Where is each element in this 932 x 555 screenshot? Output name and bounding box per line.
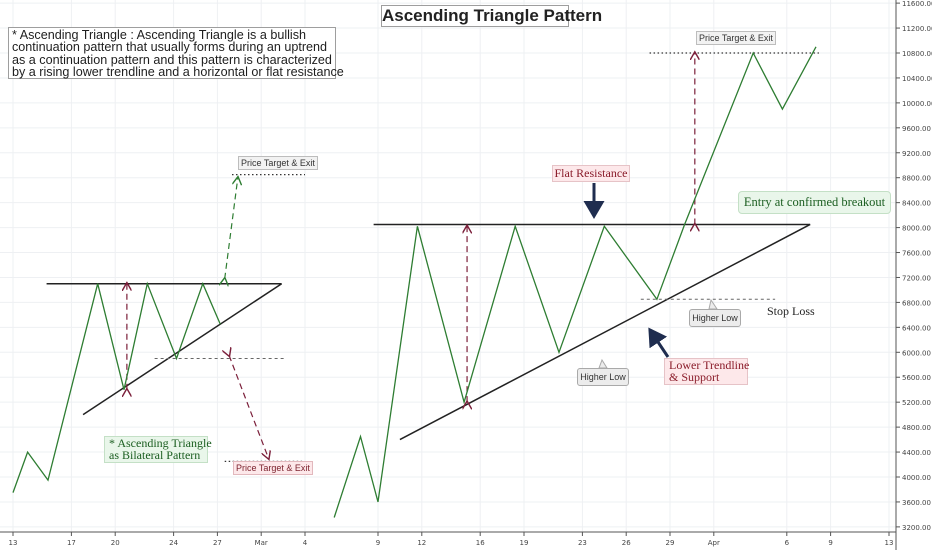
description-line: by a rising lower trendline and a horizo… [12, 65, 344, 80]
y-tick-label: 7200.00 [902, 274, 931, 282]
y-tick-label: 10000.00 [902, 100, 932, 108]
trendline-support-left [82, 283, 283, 416]
lower-trendline-label: Lower Trendline & Support [664, 358, 750, 385]
x-tick-label: 17 [67, 539, 76, 547]
x-tick-label: 9 [828, 539, 832, 547]
y-tick-label: 6000.00 [902, 349, 931, 357]
y-tick-label: 9600.00 [902, 125, 931, 133]
callout-tail [708, 298, 718, 310]
chart-title: Ascending Triangle Pattern [381, 5, 603, 27]
x-tick-label: 26 [622, 539, 631, 547]
y-tick-label: 9200.00 [902, 150, 931, 158]
lower-trendline-line: & Support [669, 369, 720, 384]
y-tick-label: 8000.00 [902, 225, 931, 233]
measure-arrow [229, 355, 268, 458]
y-tick-label: 8400.00 [902, 200, 931, 208]
y-tick-label: 7600.00 [902, 250, 931, 258]
description-box: * Ascending Triangle : Ascending Triangl… [8, 27, 344, 80]
x-tick-label: 13 [885, 539, 894, 547]
x-tick-label: 6 [785, 539, 790, 547]
price-series-line [333, 46, 817, 518]
bilateral-pattern-label: * Ascending Triangle as Bilateral Patter… [104, 436, 212, 463]
price-target-label-right: Price Target & Exit [696, 31, 776, 45]
price-series-line [12, 281, 221, 493]
higher-low-callout: Higher Low [577, 368, 629, 386]
x-tick-label: 13 [9, 539, 18, 547]
x-tick-label: 4 [303, 539, 308, 547]
x-tick-label: 19 [520, 539, 529, 547]
y-tick-label: 3200.00 [902, 524, 931, 532]
price-target-label-left-down: Price Target & Exit [233, 461, 313, 475]
y-tick-label: 5600.00 [902, 374, 931, 382]
bilateral-line: * Ascending Triangle [109, 436, 212, 450]
callout-tail [598, 358, 608, 369]
y-tick-label: 5200.00 [902, 399, 931, 407]
y-tick-label: 4000.00 [902, 474, 931, 482]
x-tick-label: 20 [111, 539, 120, 547]
y-tick-label: 10800.00 [902, 50, 932, 58]
trendline-support-right [399, 223, 811, 441]
y-tick-label: 6400.00 [902, 324, 931, 332]
y-tick-label: 10400.00 [902, 75, 932, 83]
entry-label: Entry at confirmed breakout [738, 191, 891, 214]
y-tick-label: 3600.00 [902, 499, 931, 507]
x-tick-label: 24 [169, 539, 178, 547]
description-line: continuation pattern that usually forms … [12, 40, 328, 55]
stop-loss-label: Stop Loss [767, 304, 815, 318]
description-line: as a continuation pattern and this patte… [12, 52, 332, 67]
y-tick-label: 4400.00 [902, 449, 931, 457]
x-tick-label: Mar [255, 539, 268, 547]
lower-trendline-line: Lower Trendline [669, 358, 750, 372]
x-tick-label: 29 [666, 539, 675, 547]
x-tick-label: 27 [213, 539, 222, 547]
measure-arrow [225, 178, 238, 279]
higher-low-callout: Higher Low [689, 309, 741, 327]
bilateral-line: as Bilateral Pattern [109, 447, 201, 462]
description-line: * Ascending Triangle : Ascending Triangl… [12, 28, 307, 42]
flat-resistance-label: Flat Resistance [552, 165, 630, 182]
x-tick-label: Apr [708, 539, 720, 547]
x-tick-label: 12 [417, 539, 426, 547]
x-tick-label: 16 [476, 539, 485, 547]
trendline-pointer-arrow [648, 327, 670, 358]
x-tick-label: 9 [376, 539, 380, 547]
x-tick-label: 23 [578, 539, 587, 547]
y-tick-label: 4800.00 [902, 424, 931, 432]
price-target-label-left-up: Price Target & Exit [238, 156, 318, 170]
y-tick-label: 6800.00 [902, 299, 931, 307]
y-tick-label: 11600.00 [902, 0, 932, 8]
y-tick-label: 8800.00 [902, 175, 931, 183]
y-tick-label: 11200.00 [902, 25, 932, 33]
